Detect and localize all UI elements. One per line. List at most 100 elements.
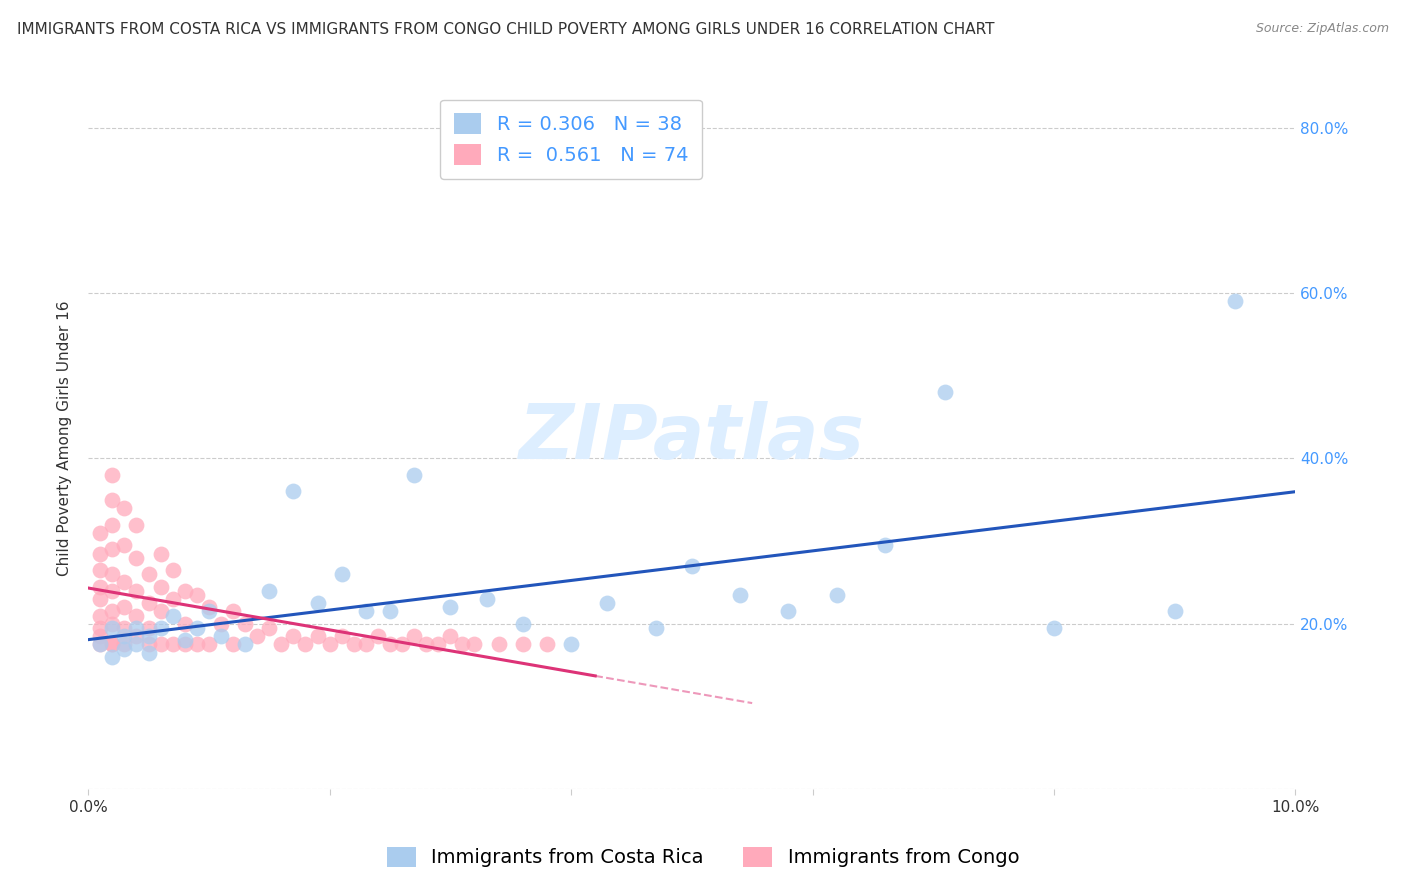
Point — [89, 580, 111, 594]
Point — [222, 637, 245, 651]
Point — [138, 629, 160, 643]
Point — [307, 596, 329, 610]
Point — [138, 646, 160, 660]
Point — [463, 637, 485, 651]
Point — [427, 637, 450, 651]
Point — [536, 637, 558, 651]
Point — [149, 547, 172, 561]
Point — [354, 604, 377, 618]
Point — [198, 604, 221, 618]
Point — [89, 563, 111, 577]
Point — [101, 637, 124, 651]
Point — [101, 492, 124, 507]
Point — [222, 604, 245, 618]
Point — [101, 649, 124, 664]
Point — [209, 616, 232, 631]
Point — [162, 592, 184, 607]
Point — [101, 583, 124, 598]
Point — [89, 637, 111, 651]
Point — [89, 629, 111, 643]
Point — [89, 592, 111, 607]
Point — [162, 608, 184, 623]
Point — [89, 608, 111, 623]
Point — [825, 588, 848, 602]
Point — [318, 637, 340, 651]
Point — [138, 621, 160, 635]
Point — [512, 637, 534, 651]
Point — [125, 583, 148, 598]
Point — [330, 629, 353, 643]
Point — [404, 467, 426, 482]
Point — [125, 629, 148, 643]
Point — [101, 621, 124, 635]
Point — [125, 621, 148, 635]
Point — [186, 637, 208, 651]
Point — [125, 517, 148, 532]
Point — [173, 633, 195, 648]
Point — [367, 629, 389, 643]
Point — [101, 517, 124, 532]
Point — [101, 637, 124, 651]
Point — [307, 629, 329, 643]
Point — [162, 637, 184, 651]
Point — [560, 637, 582, 651]
Text: ZIPatlas: ZIPatlas — [519, 401, 865, 475]
Point — [233, 616, 256, 631]
Point — [439, 600, 461, 615]
Point — [101, 542, 124, 557]
Point — [354, 637, 377, 651]
Point — [343, 637, 366, 651]
Point — [778, 604, 800, 618]
Point — [378, 637, 401, 651]
Point — [451, 637, 474, 651]
Point — [186, 588, 208, 602]
Legend: R = 0.306   N = 38, R =  0.561   N = 74: R = 0.306 N = 38, R = 0.561 N = 74 — [440, 100, 702, 179]
Point — [198, 600, 221, 615]
Point — [415, 637, 437, 651]
Point — [596, 596, 619, 610]
Point — [89, 621, 111, 635]
Point — [112, 637, 135, 651]
Point — [283, 629, 305, 643]
Point — [138, 637, 160, 651]
Point — [173, 616, 195, 631]
Point — [149, 637, 172, 651]
Point — [101, 467, 124, 482]
Point — [112, 641, 135, 656]
Point — [149, 580, 172, 594]
Point — [488, 637, 510, 651]
Point — [294, 637, 316, 651]
Text: IMMIGRANTS FROM COSTA RICA VS IMMIGRANTS FROM CONGO CHILD POVERTY AMONG GIRLS UN: IMMIGRANTS FROM COSTA RICA VS IMMIGRANTS… — [17, 22, 994, 37]
Point — [112, 575, 135, 590]
Legend: Immigrants from Costa Rica, Immigrants from Congo: Immigrants from Costa Rica, Immigrants f… — [380, 839, 1026, 875]
Point — [404, 629, 426, 643]
Point — [101, 567, 124, 582]
Point — [270, 637, 292, 651]
Point — [439, 629, 461, 643]
Point — [1164, 604, 1187, 618]
Point — [173, 637, 195, 651]
Point — [125, 608, 148, 623]
Point — [246, 629, 269, 643]
Point — [475, 592, 498, 607]
Point — [173, 583, 195, 598]
Point — [162, 563, 184, 577]
Point — [681, 558, 703, 573]
Text: Source: ZipAtlas.com: Source: ZipAtlas.com — [1256, 22, 1389, 36]
Point — [149, 621, 172, 635]
Point — [873, 538, 896, 552]
Point — [101, 604, 124, 618]
Point — [391, 637, 413, 651]
Point — [149, 604, 172, 618]
Point — [512, 616, 534, 631]
Point — [644, 621, 666, 635]
Point — [378, 604, 401, 618]
Point — [112, 629, 135, 643]
Point — [257, 583, 280, 598]
Point — [89, 547, 111, 561]
Point — [112, 538, 135, 552]
Point — [125, 550, 148, 565]
Point — [209, 629, 232, 643]
Point — [101, 616, 124, 631]
Point — [198, 637, 221, 651]
